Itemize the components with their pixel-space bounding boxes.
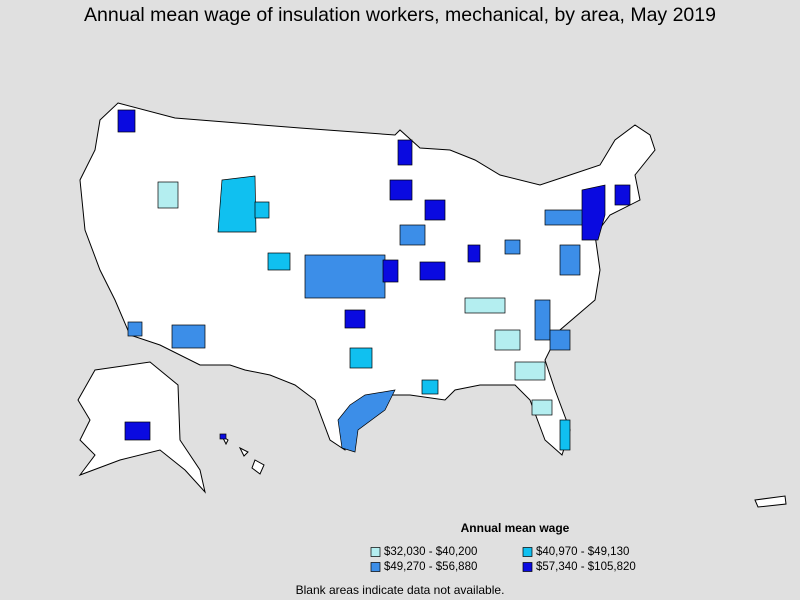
region	[559, 244, 581, 276]
region	[514, 361, 546, 381]
region	[304, 254, 386, 299]
legend-label: $40,970 - $49,130	[536, 546, 629, 558]
map-title: Annual mean wage of insulation workers, …	[84, 4, 716, 26]
region	[337, 389, 396, 453]
region	[467, 244, 481, 263]
regions	[117, 109, 631, 453]
region	[157, 181, 179, 209]
region	[424, 199, 446, 221]
region	[344, 309, 366, 329]
legend-swatch	[522, 547, 533, 557]
legend-label: $32,030 - $40,200	[384, 546, 477, 558]
legend-title: Annual mean wage	[461, 521, 570, 535]
region	[254, 201, 270, 219]
legend-swatch	[522, 562, 533, 572]
map	[77, 102, 787, 508]
region	[464, 297, 506, 314]
puerto-rico	[754, 495, 787, 508]
region	[117, 109, 136, 133]
legend-label: $57,340 - $105,820	[536, 561, 636, 573]
region	[267, 252, 291, 271]
region	[399, 224, 426, 246]
footnote: Blank areas indicate data not available.	[296, 583, 505, 597]
legend-swatch	[370, 547, 381, 557]
region	[559, 419, 571, 451]
region	[217, 175, 257, 233]
region	[382, 259, 399, 283]
region	[219, 433, 227, 440]
region	[544, 209, 586, 226]
region	[124, 421, 151, 441]
legend-label: $49,270 - $56,880	[384, 561, 477, 573]
region	[581, 184, 606, 241]
region	[419, 261, 446, 281]
region	[504, 239, 521, 255]
region	[531, 399, 553, 416]
region	[614, 184, 631, 206]
legend: Annual mean wage $32,030 - $40,200 $40,97…	[370, 521, 636, 573]
region	[127, 321, 143, 337]
legend-items: $32,030 - $40,200 $40,970 - $49,130 $49,27…	[370, 546, 636, 573]
region	[549, 329, 571, 351]
region	[349, 347, 373, 369]
legend-swatch	[370, 562, 381, 572]
region	[397, 139, 413, 166]
region	[389, 179, 413, 201]
region	[534, 299, 551, 341]
region	[494, 329, 521, 351]
region	[171, 324, 206, 349]
region	[421, 379, 439, 395]
